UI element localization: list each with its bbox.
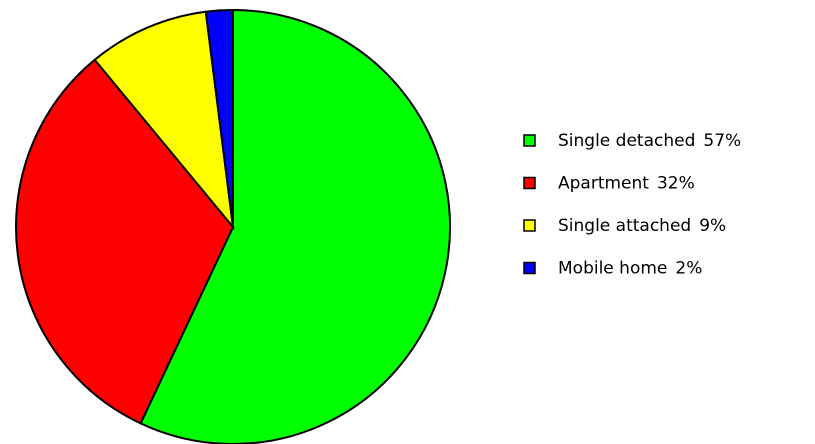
legend-swatch [523,219,536,232]
legend-value: 2% [675,259,702,279]
legend-name: Mobile home [558,259,667,279]
legend-label: Apartment 32% [558,174,695,194]
legend-label: Single detached 57% [558,131,741,151]
legend-label: Mobile home 2% [558,259,702,279]
legend-label: Single attached 9% [558,216,726,236]
legend-name: Single attached [558,216,691,236]
legend-value: 9% [699,216,726,236]
legend-swatch [523,176,536,190]
legend-swatch [523,134,536,147]
legend-name: Single detached [558,131,695,151]
pie-slice [204,8,234,228]
legend-swatch [523,261,536,275]
legend-value: 32% [657,174,695,194]
legend-name: Apartment [558,174,649,194]
legend-value: 57% [703,131,741,151]
pie-slice [93,10,235,231]
pie-slice [139,8,451,444]
pie-slice [15,58,235,425]
